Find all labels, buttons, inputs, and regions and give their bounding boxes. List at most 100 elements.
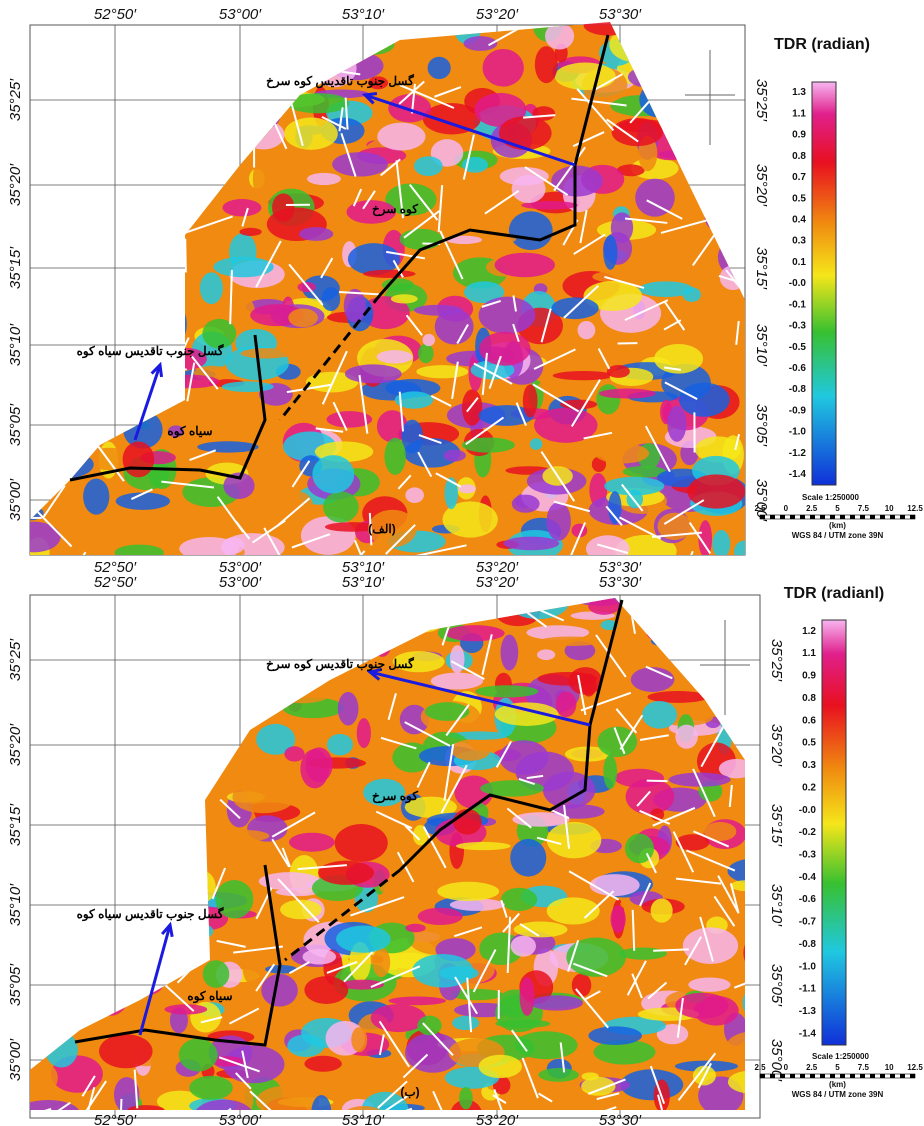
raster-blob — [455, 841, 511, 851]
legend-label: -0.6 — [789, 363, 807, 374]
scale-bar-label: 5 — [835, 1063, 840, 1072]
raster-blob — [461, 389, 483, 426]
raster-blob — [588, 1026, 642, 1045]
lineament — [631, 909, 636, 951]
lat-label: 35°00′ — [768, 1039, 785, 1082]
lineament — [481, 634, 493, 676]
raster-blob — [501, 887, 538, 912]
lineament — [404, 825, 421, 841]
lineament — [699, 916, 714, 962]
raster-blob — [422, 103, 481, 135]
raster-blob — [594, 443, 650, 464]
lineament — [271, 811, 316, 838]
scale-bar-label: 2.5 — [754, 504, 766, 513]
scale-bar-label: 12.5 — [907, 504, 923, 513]
lineament — [200, 1016, 223, 1024]
raster-blob — [202, 318, 237, 349]
raster-blob — [390, 294, 418, 304]
raster-blob — [288, 832, 335, 852]
lineament — [286, 383, 333, 394]
raster-blob — [703, 821, 737, 842]
raster-blob — [417, 907, 463, 926]
raster-blob — [596, 384, 621, 415]
lineament — [526, 774, 544, 780]
raster-blob — [323, 491, 359, 523]
lineament — [411, 83, 416, 114]
lineament — [644, 425, 671, 473]
lineament — [437, 185, 444, 232]
lineament — [522, 114, 556, 119]
lineament — [495, 740, 512, 768]
raster-blob — [498, 116, 552, 151]
lineament — [402, 1053, 429, 1079]
lineament — [538, 1092, 553, 1103]
raster-blob — [449, 645, 465, 674]
lineament — [510, 1029, 528, 1052]
lat-label: 35°00′ — [7, 478, 24, 521]
lineament — [571, 97, 627, 107]
lineament — [380, 736, 417, 750]
raster-blob — [324, 522, 380, 532]
lon-label: 53°20′ — [476, 1112, 519, 1126]
lineament — [30, 1101, 71, 1110]
raster-blob — [534, 46, 558, 84]
lineament — [684, 936, 702, 966]
lineament — [422, 826, 447, 869]
lineament — [619, 714, 644, 750]
lineament — [595, 634, 627, 678]
raster-blob — [654, 344, 704, 374]
raster-blob — [232, 296, 255, 328]
lineament — [370, 965, 421, 989]
raster-blob — [217, 829, 270, 842]
raster-blob — [521, 201, 578, 210]
raster-blob — [445, 625, 505, 642]
legend-label: -1.3 — [799, 1006, 817, 1017]
lineament — [79, 1080, 107, 1110]
lon-label: 53°20′ — [476, 6, 519, 23]
lineament — [353, 539, 363, 555]
legend-label: -0.1 — [789, 299, 807, 310]
lineament — [573, 233, 606, 255]
raster-blob — [376, 350, 413, 364]
lineament — [553, 146, 586, 192]
legend-label: 0.5 — [802, 738, 816, 749]
lineament — [435, 472, 462, 488]
raster-blob — [678, 320, 724, 335]
raster-blob — [305, 747, 333, 783]
raster-blob — [503, 536, 560, 551]
lineament — [577, 674, 587, 716]
raster-blob — [384, 437, 406, 475]
lineament — [321, 350, 348, 405]
lineament — [297, 864, 347, 871]
lineament — [502, 912, 520, 933]
raster-blob — [418, 343, 434, 364]
raster-blob — [192, 1099, 255, 1110]
lineament — [332, 401, 348, 431]
scale-bar-label: 10 — [885, 1063, 894, 1072]
lineament — [472, 949, 497, 993]
lineament — [343, 951, 374, 983]
raster-blob — [546, 501, 571, 541]
raster-blob — [252, 161, 266, 197]
raster-blob — [478, 296, 536, 334]
lineament — [434, 86, 462, 98]
raster-blob — [534, 407, 598, 443]
projection: WGS 84 / UTM zone 39N — [792, 531, 884, 540]
lineament — [362, 190, 376, 210]
raster-blob — [222, 1045, 285, 1084]
lat-label: 35°10′ — [768, 884, 785, 927]
lineament — [597, 348, 611, 370]
raster-blob — [675, 724, 698, 749]
lineament — [553, 500, 591, 513]
legend-label: -1.2 — [789, 448, 807, 459]
raster-blob — [610, 905, 626, 933]
lineament — [344, 97, 349, 130]
lineament — [717, 875, 740, 914]
lat-label: 35°20′ — [753, 164, 770, 207]
raster-blob — [571, 35, 589, 50]
raster-blob — [326, 411, 373, 428]
lon-label: 53°10′ — [342, 559, 385, 576]
raster-blob — [616, 164, 645, 177]
lineament — [432, 1090, 453, 1110]
raster-blob — [461, 437, 515, 453]
